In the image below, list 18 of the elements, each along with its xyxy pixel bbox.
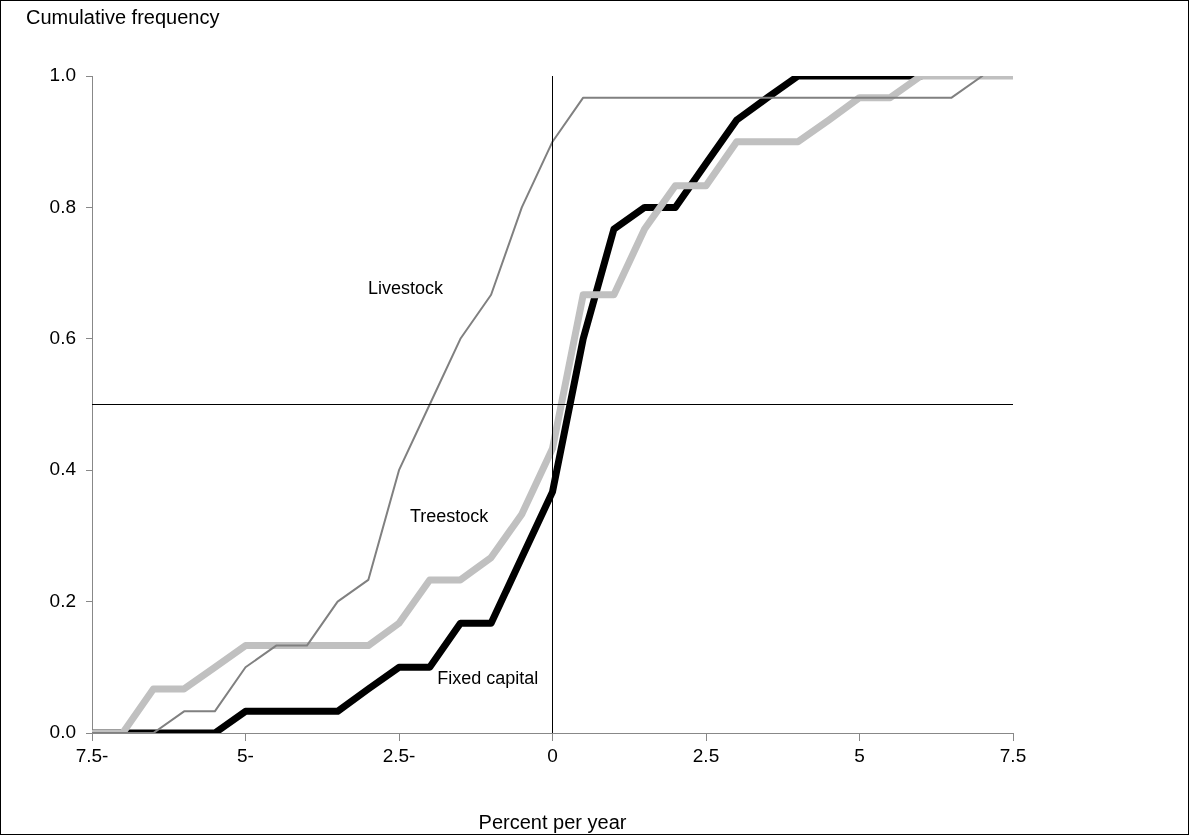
y-tick-label: 1.0 [49, 64, 76, 86]
x-tick-label: 7.5 [999, 744, 1027, 766]
y-tick-label: 0.0 [49, 721, 76, 743]
x-tick-label: 2.5- [382, 744, 416, 766]
y-tick-label: 0.4 [49, 458, 77, 480]
x-tick-label: 2.5 [692, 744, 720, 766]
text: Livestock [367, 277, 444, 298]
x-axis-title: Percent per year [478, 810, 627, 833]
x-tick-label: 5 [854, 744, 865, 766]
y-tick-label: 0.6 [49, 327, 76, 349]
y-axis-title: Cumulative frequency [26, 5, 220, 28]
x-tick-label: 0 [547, 744, 558, 766]
x-tick-label: 5- [237, 744, 254, 766]
y-tick-label: 0.2 [49, 589, 76, 611]
y-tick-label: 0.8 [49, 195, 76, 217]
series-label: Fixed capital [437, 668, 539, 689]
x-tick-label: 7.5- [75, 744, 109, 766]
series-label: Treestock [409, 505, 490, 526]
